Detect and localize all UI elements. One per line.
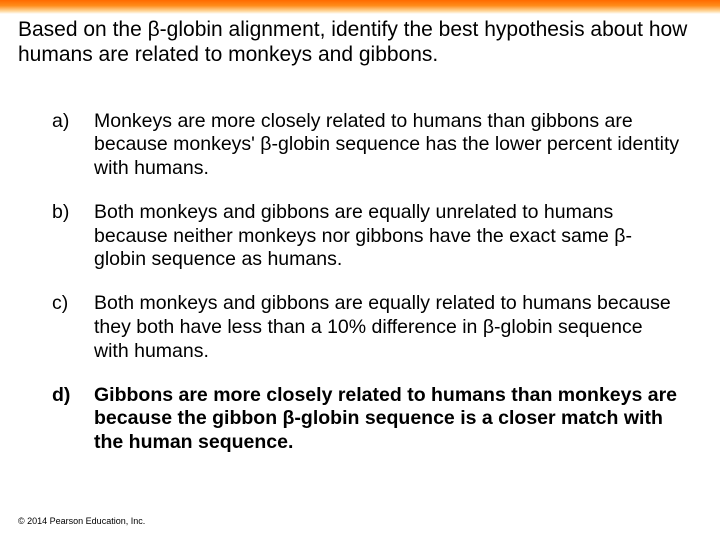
- option-text: Monkeys are more closely related to huma…: [94, 110, 682, 181]
- option-text: Gibbons are more closely related to huma…: [94, 384, 682, 455]
- option-letter: c): [52, 292, 94, 363]
- option-letter: d): [52, 384, 94, 455]
- question-text: Based on the β-globin alignment, identif…: [0, 14, 720, 68]
- option-letter: a): [52, 110, 94, 181]
- option-a: a) Monkeys are more closely related to h…: [52, 110, 682, 181]
- option-letter: b): [52, 201, 94, 272]
- option-text: Both monkeys and gibbons are equally unr…: [94, 201, 682, 272]
- copyright-text: © 2014 Pearson Education, Inc.: [18, 516, 145, 526]
- slide-top-gradient: [0, 0, 720, 14]
- options-list: a) Monkeys are more closely related to h…: [0, 68, 720, 455]
- option-b: b) Both monkeys and gibbons are equally …: [52, 201, 682, 272]
- option-d: d) Gibbons are more closely related to h…: [52, 384, 682, 455]
- option-c: c) Both monkeys and gibbons are equally …: [52, 292, 682, 363]
- option-text: Both monkeys and gibbons are equally rel…: [94, 292, 682, 363]
